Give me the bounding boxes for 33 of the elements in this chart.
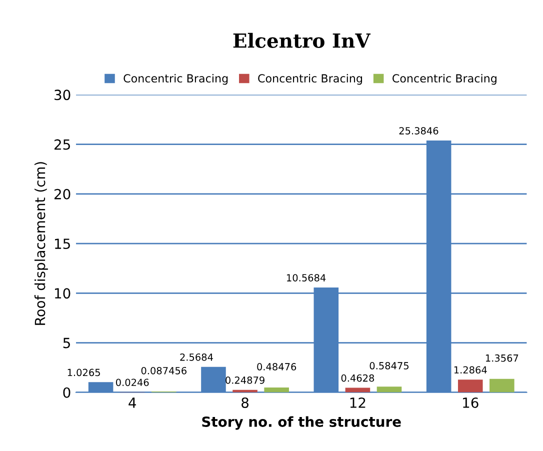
- bar: [376, 386, 402, 392]
- y-tick-label: 30: [54, 90, 70, 100]
- y-tick-label: 25: [54, 139, 70, 150]
- x-tick-label: 16: [463, 397, 478, 408]
- data-label: 0.24879: [226, 376, 264, 384]
- y-axis-title: Roof displacement (cm): [34, 162, 48, 325]
- x-tick-label: 8: [242, 397, 248, 408]
- bar: [458, 380, 483, 392]
- bar: [264, 388, 289, 392]
- y-tick-label: 15: [55, 238, 70, 250]
- legend-label: Concentric Bracing: [392, 74, 496, 85]
- data-label: 1.3567: [486, 354, 518, 362]
- x-tick-label: 12: [350, 397, 366, 408]
- y-tick-label: 5: [63, 338, 70, 348]
- data-label: 0.58475: [370, 362, 408, 370]
- data-label: 2.5684: [180, 353, 213, 361]
- legend-label: Concentric Bracing: [258, 74, 362, 85]
- y-tick-label: 20: [54, 188, 70, 200]
- y-tick-label: 10: [55, 288, 70, 299]
- data-label: 0.0246: [116, 378, 149, 386]
- bar: [490, 378, 514, 392]
- chart-title: Elcentro InV: [233, 32, 371, 48]
- x-axis-title: Story no. of the structure: [202, 416, 401, 430]
- data-label: 0.087456: [141, 366, 186, 374]
- y-tick-label: 0: [63, 387, 70, 398]
- legend-label: Concentric Bracing: [124, 74, 228, 85]
- data-label: 25.3846: [399, 127, 438, 134]
- data-label: 0.48476: [257, 363, 296, 370]
- x-tick-label: 4: [128, 398, 136, 408]
- data-label: 0.4628: [341, 374, 374, 382]
- data-label: 1.0265: [68, 368, 100, 376]
- data-label: 1.2864: [454, 366, 487, 374]
- data-label: 10.5684: [287, 274, 326, 282]
